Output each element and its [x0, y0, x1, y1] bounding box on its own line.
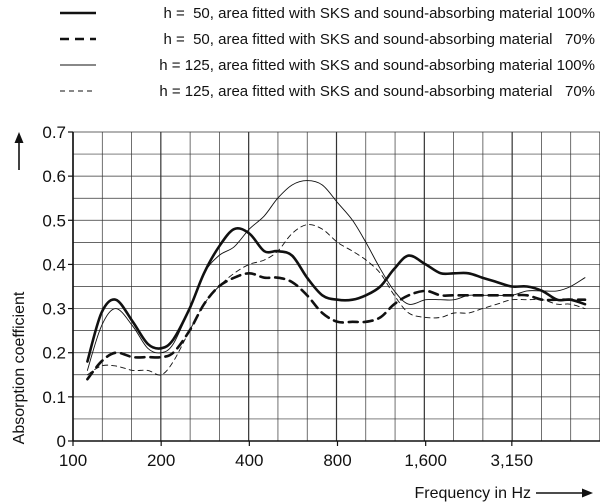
- x-axis-arrow-head: [582, 488, 593, 498]
- x-tick-label: 1,600: [404, 451, 447, 470]
- y-tick-label: 0.2: [42, 344, 66, 363]
- y-tick-label: 0: [57, 432, 66, 451]
- legend-label-2: h = 50, area fitted with SKS and sound-a…: [163, 31, 595, 48]
- legend-label-1: h = 50, area fitted with SKS and sound-a…: [163, 5, 595, 22]
- y-axis-title: Absorption coefficient: [11, 291, 28, 444]
- y-tick-label: 0.5: [42, 211, 66, 230]
- x-tick-label: 200: [147, 451, 175, 470]
- y-tick-label: 0.6: [42, 167, 66, 186]
- y-tick-label: 0.7: [42, 123, 66, 142]
- series-line-1: [86, 227, 587, 363]
- x-axis-title: Frequency in Hz: [415, 485, 532, 502]
- y-axis-arrow-head: [14, 132, 24, 143]
- x-tick-label: 400: [235, 451, 263, 470]
- x-tick-label: 100: [59, 451, 87, 470]
- y-tick-label: 0.4: [42, 255, 66, 274]
- series-line-2: [86, 272, 587, 381]
- series-line-3: [86, 180, 586, 371]
- x-tick-label: 800: [323, 451, 351, 470]
- legend-label-3: h = 125, area fitted with SKS and sound-…: [159, 57, 595, 74]
- y-tick-label: 0.1: [42, 388, 66, 407]
- legend-label-4: h = 125, area fitted with SKS and sound-…: [159, 83, 595, 100]
- grid: [72, 131, 600, 442]
- x-tick-label: 3,150: [491, 451, 534, 470]
- y-tick-label: 0.3: [42, 300, 66, 319]
- legend: h = 50, area fitted with SKS and sound-a…: [60, 5, 595, 100]
- series-layer: [86, 180, 587, 381]
- tick-labels: 0 0.1 0.2 0.3 0.4 0.5 0.6 0.7 100 200 400 800 1,600 3…: [42, 123, 533, 470]
